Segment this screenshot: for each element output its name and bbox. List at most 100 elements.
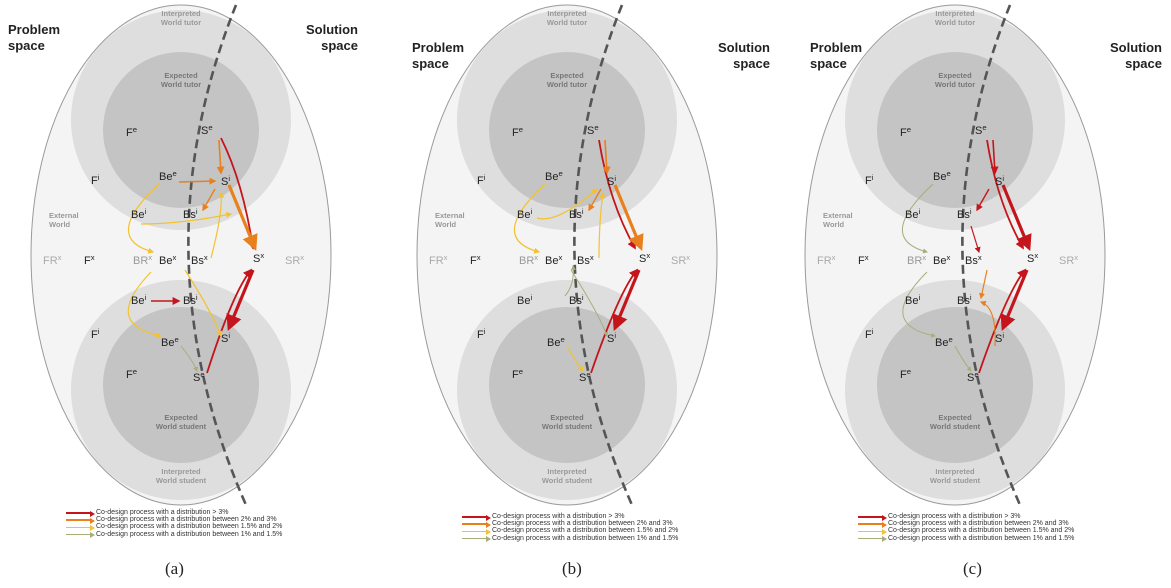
legend-label: Co-design process with a distribution be… xyxy=(888,527,1075,535)
legend-label: Co-design process with a distribution > … xyxy=(888,513,1021,520)
panel-caption: (c) xyxy=(963,559,982,578)
node-srx: SRx xyxy=(285,253,304,267)
expected-student-label-line2: World student xyxy=(930,422,981,431)
interpreted-student-label-line2: World student xyxy=(542,476,593,485)
interpreted-tutor-label: Interpreted xyxy=(547,9,587,18)
interpreted-tutor-label-line2: World tutor xyxy=(935,18,975,27)
boundary-dashed-line xyxy=(187,4,248,506)
panel-caption: (a) xyxy=(165,559,184,578)
solution-space-label: Solution space xyxy=(1110,40,1162,72)
legend-item: Co-design process with a distribution > … xyxy=(858,513,1074,521)
node-fe1: Fe xyxy=(126,125,137,139)
external-world-label: External xyxy=(435,211,465,220)
solution-space-line1: Solution xyxy=(1110,40,1162,55)
solution-space-label: Solution space xyxy=(306,22,358,54)
boundary-dashed-line xyxy=(573,4,634,506)
interpreted-student-label-line2: World student xyxy=(930,476,981,485)
problem-space-label: Problem space xyxy=(810,40,862,72)
node-srx: SRx xyxy=(671,253,690,267)
panel-c: Interpreted World tutor Expected World tuto… xyxy=(780,0,1170,588)
problem-space-label: Problem space xyxy=(412,40,464,72)
problem-space-line2: space xyxy=(412,56,449,71)
legend-arrow-icon xyxy=(858,528,887,535)
node-si2: Si xyxy=(221,331,230,345)
legend-label: Co-design process with a distribution be… xyxy=(492,534,679,542)
arrow-se-sx-2 xyxy=(978,268,1027,374)
legend-arrow-icon xyxy=(462,528,491,535)
arrow-si-bsi-2 xyxy=(979,300,996,347)
problem-space-line2: space xyxy=(8,38,45,53)
legend-item: Co-design process with a distribution be… xyxy=(66,531,282,538)
expected-tutor-label-line2: World tutor xyxy=(935,80,975,89)
arrow-bee-se xyxy=(566,345,584,372)
arrow-bee-bex xyxy=(127,183,160,254)
interpreted-student-label: Interpreted xyxy=(547,467,587,476)
node-bsi2: Bsi xyxy=(569,293,584,307)
arrow-si-sx xyxy=(613,184,644,251)
node-bee2: Bee xyxy=(547,335,565,349)
arrow-bee-se xyxy=(954,345,972,372)
node-bsi1: Bsi xyxy=(957,207,972,221)
external-world-label: External xyxy=(823,211,853,220)
node-si1: Si xyxy=(607,174,616,188)
legend-item: Co-design process with a distribution be… xyxy=(858,520,1074,528)
arrow-sx-si xyxy=(1000,269,1029,331)
node-bei1: Bei xyxy=(905,207,920,221)
arrow-bei-si xyxy=(536,188,598,220)
legend-item: Co-design process with a distribution be… xyxy=(858,527,1075,535)
expected-student-label: Expected xyxy=(550,413,584,422)
node-bex: Bex xyxy=(159,253,176,267)
legend-label: Co-design process with a distribution be… xyxy=(492,520,673,528)
legend-arrow-icon xyxy=(66,517,95,524)
solution-space-line2: space xyxy=(321,38,358,53)
node-bee1: Bee xyxy=(933,169,951,183)
node-si1: Si xyxy=(221,174,230,188)
arrow-si-bsi xyxy=(202,188,216,212)
legend-item: Co-design process with a distribution be… xyxy=(462,520,678,528)
legend-item: Co-design process with a distribution > … xyxy=(462,513,678,521)
arrow-bex-si xyxy=(570,269,608,337)
node-bei1: Bei xyxy=(131,207,146,221)
node-bsx: Bsx xyxy=(191,253,208,267)
expected-tutor-label: Expected xyxy=(164,71,198,80)
arrow-bex-bee xyxy=(127,271,163,338)
legend-arrow-icon xyxy=(462,535,491,542)
boundary-dashed-line xyxy=(961,4,1022,506)
panel-b: Interpreted World tutor Expected World tuto… xyxy=(390,0,780,588)
external-world-label-line2: World xyxy=(49,220,71,229)
arrow-se-si xyxy=(602,139,611,175)
legend-item: Co-design process with a distribution be… xyxy=(462,535,678,542)
external-world-label-line2: World xyxy=(823,220,845,229)
legend-label: Co-design process with a distribution > … xyxy=(492,513,625,520)
arrow-bee-se xyxy=(180,345,198,372)
node-fi2: Fi xyxy=(865,327,874,341)
node-fe2: Fe xyxy=(512,367,523,381)
node-sx: Sx xyxy=(253,251,264,265)
arrow-sx-si xyxy=(612,269,641,331)
expected-tutor-label: Expected xyxy=(550,71,584,80)
legend-label: Co-design process with a distribution be… xyxy=(492,527,679,535)
legend-item: Co-design process with a distribution be… xyxy=(66,516,282,524)
node-fe1: Fe xyxy=(900,125,911,139)
node-bei2: Bei xyxy=(131,293,146,307)
legend-label: Co-design process with a distribution be… xyxy=(888,534,1075,542)
solution-space-label: Solution space xyxy=(718,40,770,72)
node-frx: FRx xyxy=(817,253,836,267)
node-bsi1: Bsi xyxy=(569,207,584,221)
node-si2: Si xyxy=(607,331,616,345)
solution-space-line2: space xyxy=(1125,56,1162,71)
node-se2: Se xyxy=(193,370,205,384)
node-bsx: Bsx xyxy=(965,253,982,267)
node-bex: Bex xyxy=(545,253,562,267)
interpreted-student-label: Interpreted xyxy=(935,467,975,476)
legend-arrow-icon xyxy=(66,524,95,531)
node-brx: BRx xyxy=(133,253,152,267)
arrow-bex-si xyxy=(184,269,223,338)
legend-label: Co-design process with a distribution be… xyxy=(96,523,283,531)
node-bsi2: Bsi xyxy=(957,293,972,307)
arrow-si-sx xyxy=(227,184,258,251)
legend-arrow-icon xyxy=(66,531,95,538)
legend: Co-design process with a distribution > … xyxy=(462,513,678,542)
interpreted-tutor-label-line2: World tutor xyxy=(547,18,587,27)
